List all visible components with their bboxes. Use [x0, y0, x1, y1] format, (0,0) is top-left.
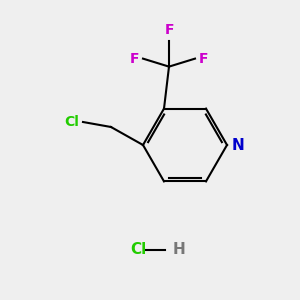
Text: H: H — [173, 242, 186, 257]
Text: F: F — [164, 22, 174, 37]
Text: F: F — [199, 52, 208, 66]
Text: F: F — [130, 52, 139, 66]
Text: N: N — [232, 137, 245, 152]
Text: Cl: Cl — [130, 242, 146, 257]
Text: Cl: Cl — [64, 115, 79, 129]
